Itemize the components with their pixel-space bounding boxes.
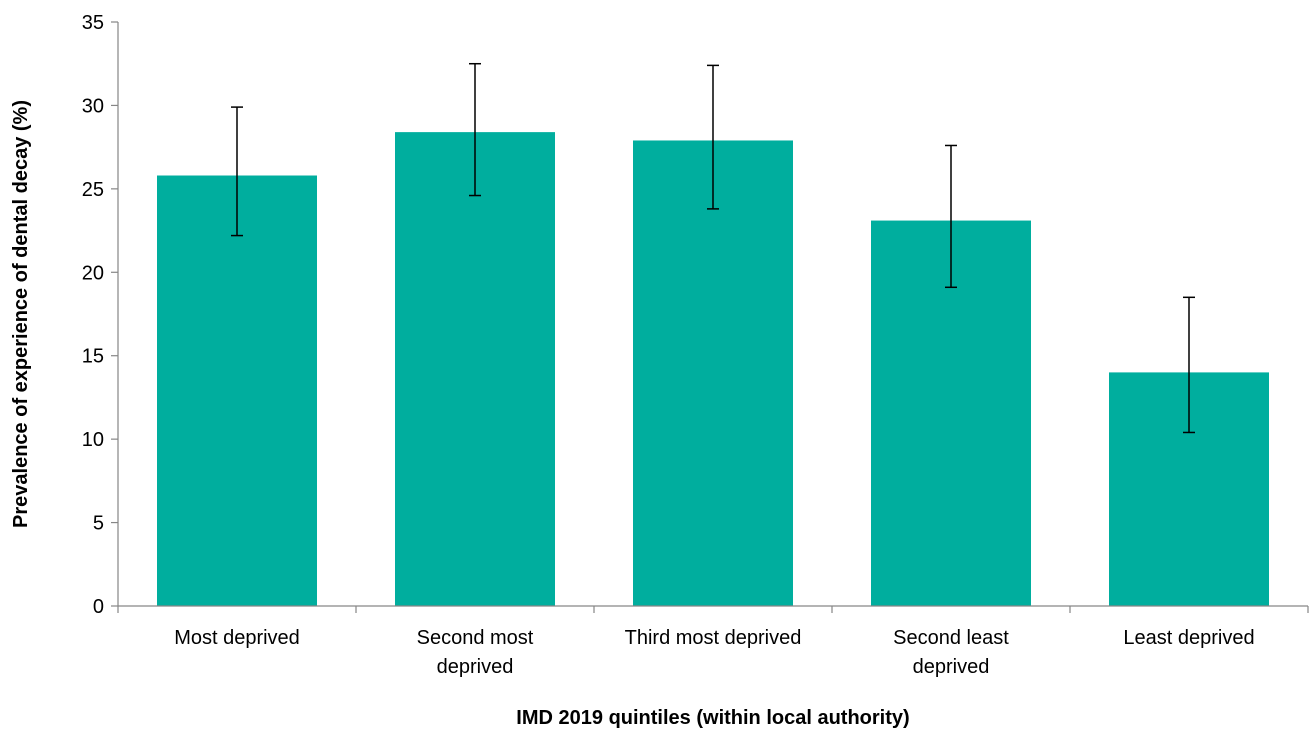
y-tick-label-0: 0: [93, 596, 104, 618]
y-ticks-layer: 0 5 10 15 20 25 30 35: [82, 12, 1309, 618]
y-tick-label-5: 25: [82, 179, 104, 201]
bar-2: [633, 140, 793, 606]
y-tick-label-3: 15: [82, 346, 104, 368]
bar-0: [157, 175, 317, 606]
y-tick-label-2: 10: [82, 429, 104, 451]
bar-1: [395, 132, 555, 606]
x-category-label-2: Third most deprived: [625, 627, 802, 649]
error-bar-1: [469, 62, 481, 197]
x-category-label-1: Second most deprived: [417, 627, 534, 678]
x-category-label-3: Second least deprived: [893, 627, 1009, 678]
error-bar-3: [945, 144, 957, 289]
y-tick-label-7: 35: [82, 12, 104, 34]
x-axis-title: IMD 2019 quintiles (within local authori…: [516, 707, 909, 729]
error-bars-layer: [231, 62, 1195, 434]
y-tick-label-6: 30: [82, 95, 104, 117]
y-axis-title: Prevalence of experience of dental decay…: [10, 100, 32, 528]
y-tick-label-4: 20: [82, 262, 104, 284]
error-bar-0: [231, 106, 243, 237]
axes-layer: [117, 22, 1308, 607]
y-tick-label-1: 5: [93, 513, 104, 535]
x-category-label-0: Most deprived: [174, 627, 300, 649]
x-category-label-4: Least deprived: [1123, 627, 1254, 649]
error-bar-2: [707, 64, 719, 210]
error-bar-4: [1183, 296, 1195, 434]
x-labels-layer: Most deprived Second most deprived Third mo…: [174, 627, 1254, 678]
